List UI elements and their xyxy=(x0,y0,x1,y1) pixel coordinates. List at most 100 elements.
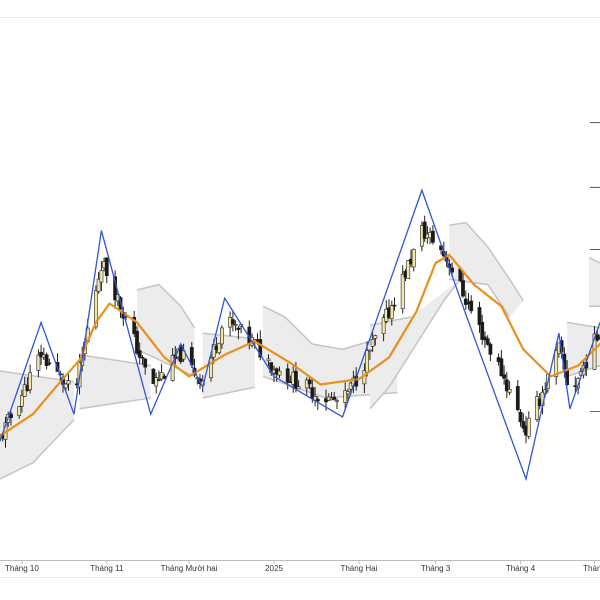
candle-body-36 xyxy=(135,330,139,354)
zigzag-layer xyxy=(0,188,600,482)
candle-body-128 xyxy=(485,338,490,345)
band-area-6 xyxy=(449,222,524,317)
band-lower-edge-1 xyxy=(79,397,151,410)
candle-body-63 xyxy=(236,327,241,330)
candle-body-98 xyxy=(370,339,375,347)
candle-body-10 xyxy=(36,354,41,371)
x-tick-label-5: Tháng 3 xyxy=(421,564,451,573)
candle-body-5 xyxy=(17,406,22,416)
candle-body-99 xyxy=(373,335,378,339)
candle-body-105 xyxy=(400,273,405,309)
candle-body-111 xyxy=(422,221,427,239)
candle-body-157 xyxy=(598,337,600,339)
moving-average-line xyxy=(0,253,600,437)
candle-body-19 xyxy=(66,380,71,385)
x-tick-label-6: Tháng 4 xyxy=(506,564,536,573)
candle-body-125 xyxy=(477,307,482,325)
x-tick-label-2: Tháng Mười hai xyxy=(161,564,218,573)
candle-body-121 xyxy=(461,280,465,297)
candle-body-131 xyxy=(499,358,504,377)
band-upper-edge-5 xyxy=(369,316,412,326)
candle-body-100 xyxy=(381,317,386,335)
band-lower-edge-5 xyxy=(369,278,461,410)
band-upper-edge-1 xyxy=(79,354,151,367)
candle-body-81 xyxy=(307,379,312,385)
candle-body-43 xyxy=(159,372,164,380)
candle-body-88 xyxy=(332,396,337,400)
band-area-7 xyxy=(567,322,600,377)
candle-body-91 xyxy=(345,391,350,395)
band-upper-edge-8 xyxy=(588,256,600,264)
candle-body-14 xyxy=(47,362,52,365)
level-marks-layer xyxy=(590,122,600,412)
x-tick-label-3: 2025 xyxy=(265,564,283,573)
candle-body-61 xyxy=(231,319,235,325)
candle-body-27 xyxy=(99,270,104,283)
candle-body-137 xyxy=(521,421,526,429)
band-lower-edge-3 xyxy=(202,386,255,399)
candle-body-139 xyxy=(526,417,531,437)
candle-body-13 xyxy=(44,354,49,367)
band-upper-edge-2 xyxy=(136,283,196,329)
candle-body-70 xyxy=(266,358,271,362)
candle-body-135 xyxy=(515,386,520,411)
candle-body-25 xyxy=(94,290,98,328)
band-area-0 xyxy=(0,371,74,479)
candle-body-84 xyxy=(315,398,320,402)
candle-body-38 xyxy=(140,356,145,359)
candle-body-103 xyxy=(389,305,394,320)
x-tick-label-1: Tháng 11 xyxy=(90,564,124,573)
candle-body-151 xyxy=(576,378,581,389)
x-tick-label-7: Tháng xyxy=(583,564,600,573)
moving-average-layer xyxy=(0,253,600,437)
candle-body-114 xyxy=(430,230,435,243)
x-tick-label-4: Tháng Hai xyxy=(340,564,377,573)
x-tick-label-0: Tháng 10 xyxy=(5,564,39,573)
candle-body-62 xyxy=(233,324,238,326)
candle-body-26 xyxy=(96,278,101,292)
band-upper-edge-6 xyxy=(449,221,524,302)
candle-body-145 xyxy=(554,350,559,378)
candle-body-29 xyxy=(104,257,109,276)
candle-body-109 xyxy=(411,249,416,268)
candle-body-42 xyxy=(157,379,161,381)
candle-body-55 xyxy=(209,357,213,379)
band-area-8 xyxy=(589,257,600,307)
candle-body-104 xyxy=(392,304,397,307)
band-area-5 xyxy=(369,279,461,409)
candle-body-134 xyxy=(507,388,512,393)
candle-body-79 xyxy=(296,386,301,390)
band-upper-edge-3 xyxy=(202,332,255,340)
band-lower-edge-0 xyxy=(0,419,75,480)
candle-body-132 xyxy=(502,374,507,379)
candle-body-96 xyxy=(365,350,370,373)
x-axis-ticks: Tháng 10 Tháng 11 Tháng Mười hai 2025 Tháng … xyxy=(5,560,600,573)
candle-body-126 xyxy=(480,321,485,340)
candle-body-97 xyxy=(367,349,372,352)
candle-body-78 xyxy=(293,370,298,390)
candle-body-89 xyxy=(335,400,339,402)
candle-body-59 xyxy=(220,327,224,345)
candle-body-136 xyxy=(518,411,523,423)
candle-body-124 xyxy=(469,300,474,312)
zigzag-line xyxy=(0,188,600,482)
candle-body-6 xyxy=(19,395,24,407)
candle-body-41 xyxy=(154,377,159,387)
candle-body-69 xyxy=(258,339,263,358)
candle-body-122 xyxy=(463,298,468,305)
candle-body-39 xyxy=(143,358,148,368)
candle-body-37 xyxy=(137,350,142,358)
candle-body-75 xyxy=(285,368,290,383)
candle-body-140 xyxy=(535,396,539,420)
candle-body-74 xyxy=(277,370,282,376)
band-area-1 xyxy=(79,354,151,409)
candle-body-35 xyxy=(132,316,137,335)
candle-body-9 xyxy=(28,372,33,391)
candle-body-40 xyxy=(151,368,156,384)
candle-body-129 xyxy=(488,343,493,355)
candle-body-133 xyxy=(504,379,509,392)
candle-body-58 xyxy=(217,342,222,354)
candle-body-107 xyxy=(406,260,411,280)
candle-body-90 xyxy=(343,390,348,403)
